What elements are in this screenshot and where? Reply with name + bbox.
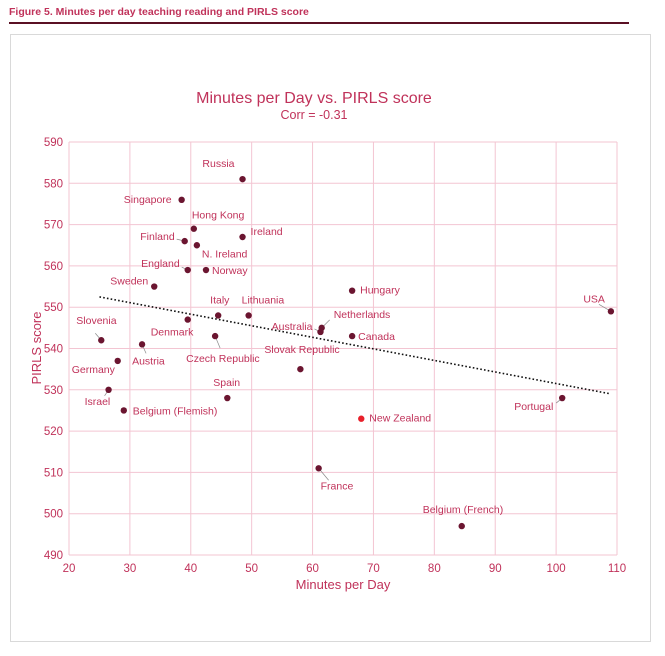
point-label: Sweden — [110, 276, 148, 288]
y-tick-label: 580 — [44, 178, 63, 190]
point-label: Finland — [140, 231, 175, 243]
data-point — [178, 196, 185, 204]
x-tick-label: 20 — [63, 563, 76, 575]
data-point — [559, 394, 566, 402]
point-label: France — [321, 480, 354, 492]
point-layer — [98, 175, 615, 530]
data-point — [458, 522, 465, 530]
point-label: Singapore — [124, 194, 172, 206]
x-axis-label: Minutes per Day — [296, 577, 391, 592]
point-label: Slovak Republic — [264, 344, 339, 356]
data-point — [211, 332, 219, 340]
grid-layer — [68, 141, 618, 556]
y-tick-label: 490 — [44, 550, 63, 562]
data-point — [181, 237, 188, 245]
point-label: Belgium (French) — [423, 504, 504, 516]
point-label: Ireland — [251, 226, 283, 238]
y-tick-label: 540 — [44, 344, 63, 356]
point-label: Belgium (Flemish) — [133, 405, 218, 417]
x-tick-label: 50 — [245, 563, 258, 575]
data-point — [190, 225, 198, 232]
data-point — [224, 394, 231, 402]
point-label: Italy — [210, 294, 230, 306]
x-tick-label: 60 — [306, 563, 319, 575]
x-tick-label: 70 — [367, 563, 380, 575]
data-point — [120, 407, 128, 414]
point-label: Spain — [213, 377, 240, 389]
x-tick-label: 110 — [608, 563, 626, 575]
y-tick-label: 550 — [44, 302, 63, 314]
data-point — [239, 233, 246, 241]
chart-title: Minutes per Day vs. PIRLS score — [196, 90, 432, 107]
x-tick-label: 80 — [428, 563, 441, 575]
x-tick-label: 100 — [547, 563, 566, 575]
point-label: Czech Republic — [186, 353, 260, 365]
point-label: Lithuania — [242, 294, 285, 306]
point-label: Netherlands — [334, 309, 391, 321]
point-label: USA — [583, 293, 605, 305]
data-point — [348, 287, 356, 294]
point-label: Denmark — [151, 327, 194, 339]
figure-title: Figure 5. Minutes per day teaching readi… — [9, 6, 309, 18]
label-layer: Russia Singapore Hong Kong Ireland Finland N.… — [72, 158, 612, 516]
data-point — [184, 316, 191, 323]
x-tick-label: 40 — [184, 563, 197, 575]
data-point — [138, 341, 146, 348]
point-label: Germany — [72, 364, 116, 376]
data-point — [105, 386, 112, 393]
data-point — [151, 283, 158, 290]
x-tick-label: 90 — [489, 563, 502, 575]
y-tick-label: 500 — [44, 509, 63, 521]
tick-layer: 490 500 510 520 530 540 550 560 570 580 590 20 30 40 5… — [44, 137, 626, 575]
point-label: Portugal — [514, 401, 553, 413]
data-point — [193, 242, 201, 249]
point-label: Hong Kong — [192, 210, 245, 222]
data-point — [239, 175, 246, 183]
point-label: Hungary — [360, 285, 400, 297]
y-tick-label: 510 — [44, 467, 63, 479]
data-point — [607, 308, 615, 315]
data-point — [358, 415, 365, 422]
chart-frame — [10, 34, 651, 642]
point-label: Australia — [272, 321, 313, 333]
point-label: Russia — [202, 158, 234, 170]
point-label: England — [141, 258, 180, 270]
trend-layer — [99, 296, 612, 395]
point-label: Canada — [358, 331, 395, 343]
data-point — [98, 337, 105, 344]
data-point — [348, 332, 356, 340]
chart-subtitle: Corr = -0.31 — [280, 108, 347, 122]
y-tick-label: 520 — [44, 426, 63, 438]
data-point — [202, 266, 210, 274]
point-label: Slovenia — [76, 315, 116, 327]
y-tick-label: 560 — [44, 261, 63, 273]
y-axis-label: PIRLS score — [29, 312, 44, 385]
y-tick-label: 530 — [44, 385, 63, 397]
x-tick-label: 30 — [123, 563, 136, 575]
point-label: Austria — [132, 355, 165, 367]
data-point — [245, 312, 252, 319]
trend-line — [99, 296, 612, 395]
data-point — [184, 266, 191, 274]
y-tick-label: 570 — [44, 220, 63, 232]
point-label: Norway — [212, 265, 248, 277]
data-point — [315, 465, 322, 472]
y-tick-label: 590 — [44, 137, 63, 149]
data-point — [317, 328, 324, 336]
data-point — [114, 357, 121, 365]
data-point — [297, 365, 304, 373]
title-rule — [9, 22, 629, 24]
point-label: New Zealand — [369, 413, 431, 425]
point-label: N. Ireland — [202, 248, 248, 260]
point-label: Israel — [85, 396, 111, 408]
data-point — [214, 312, 222, 319]
